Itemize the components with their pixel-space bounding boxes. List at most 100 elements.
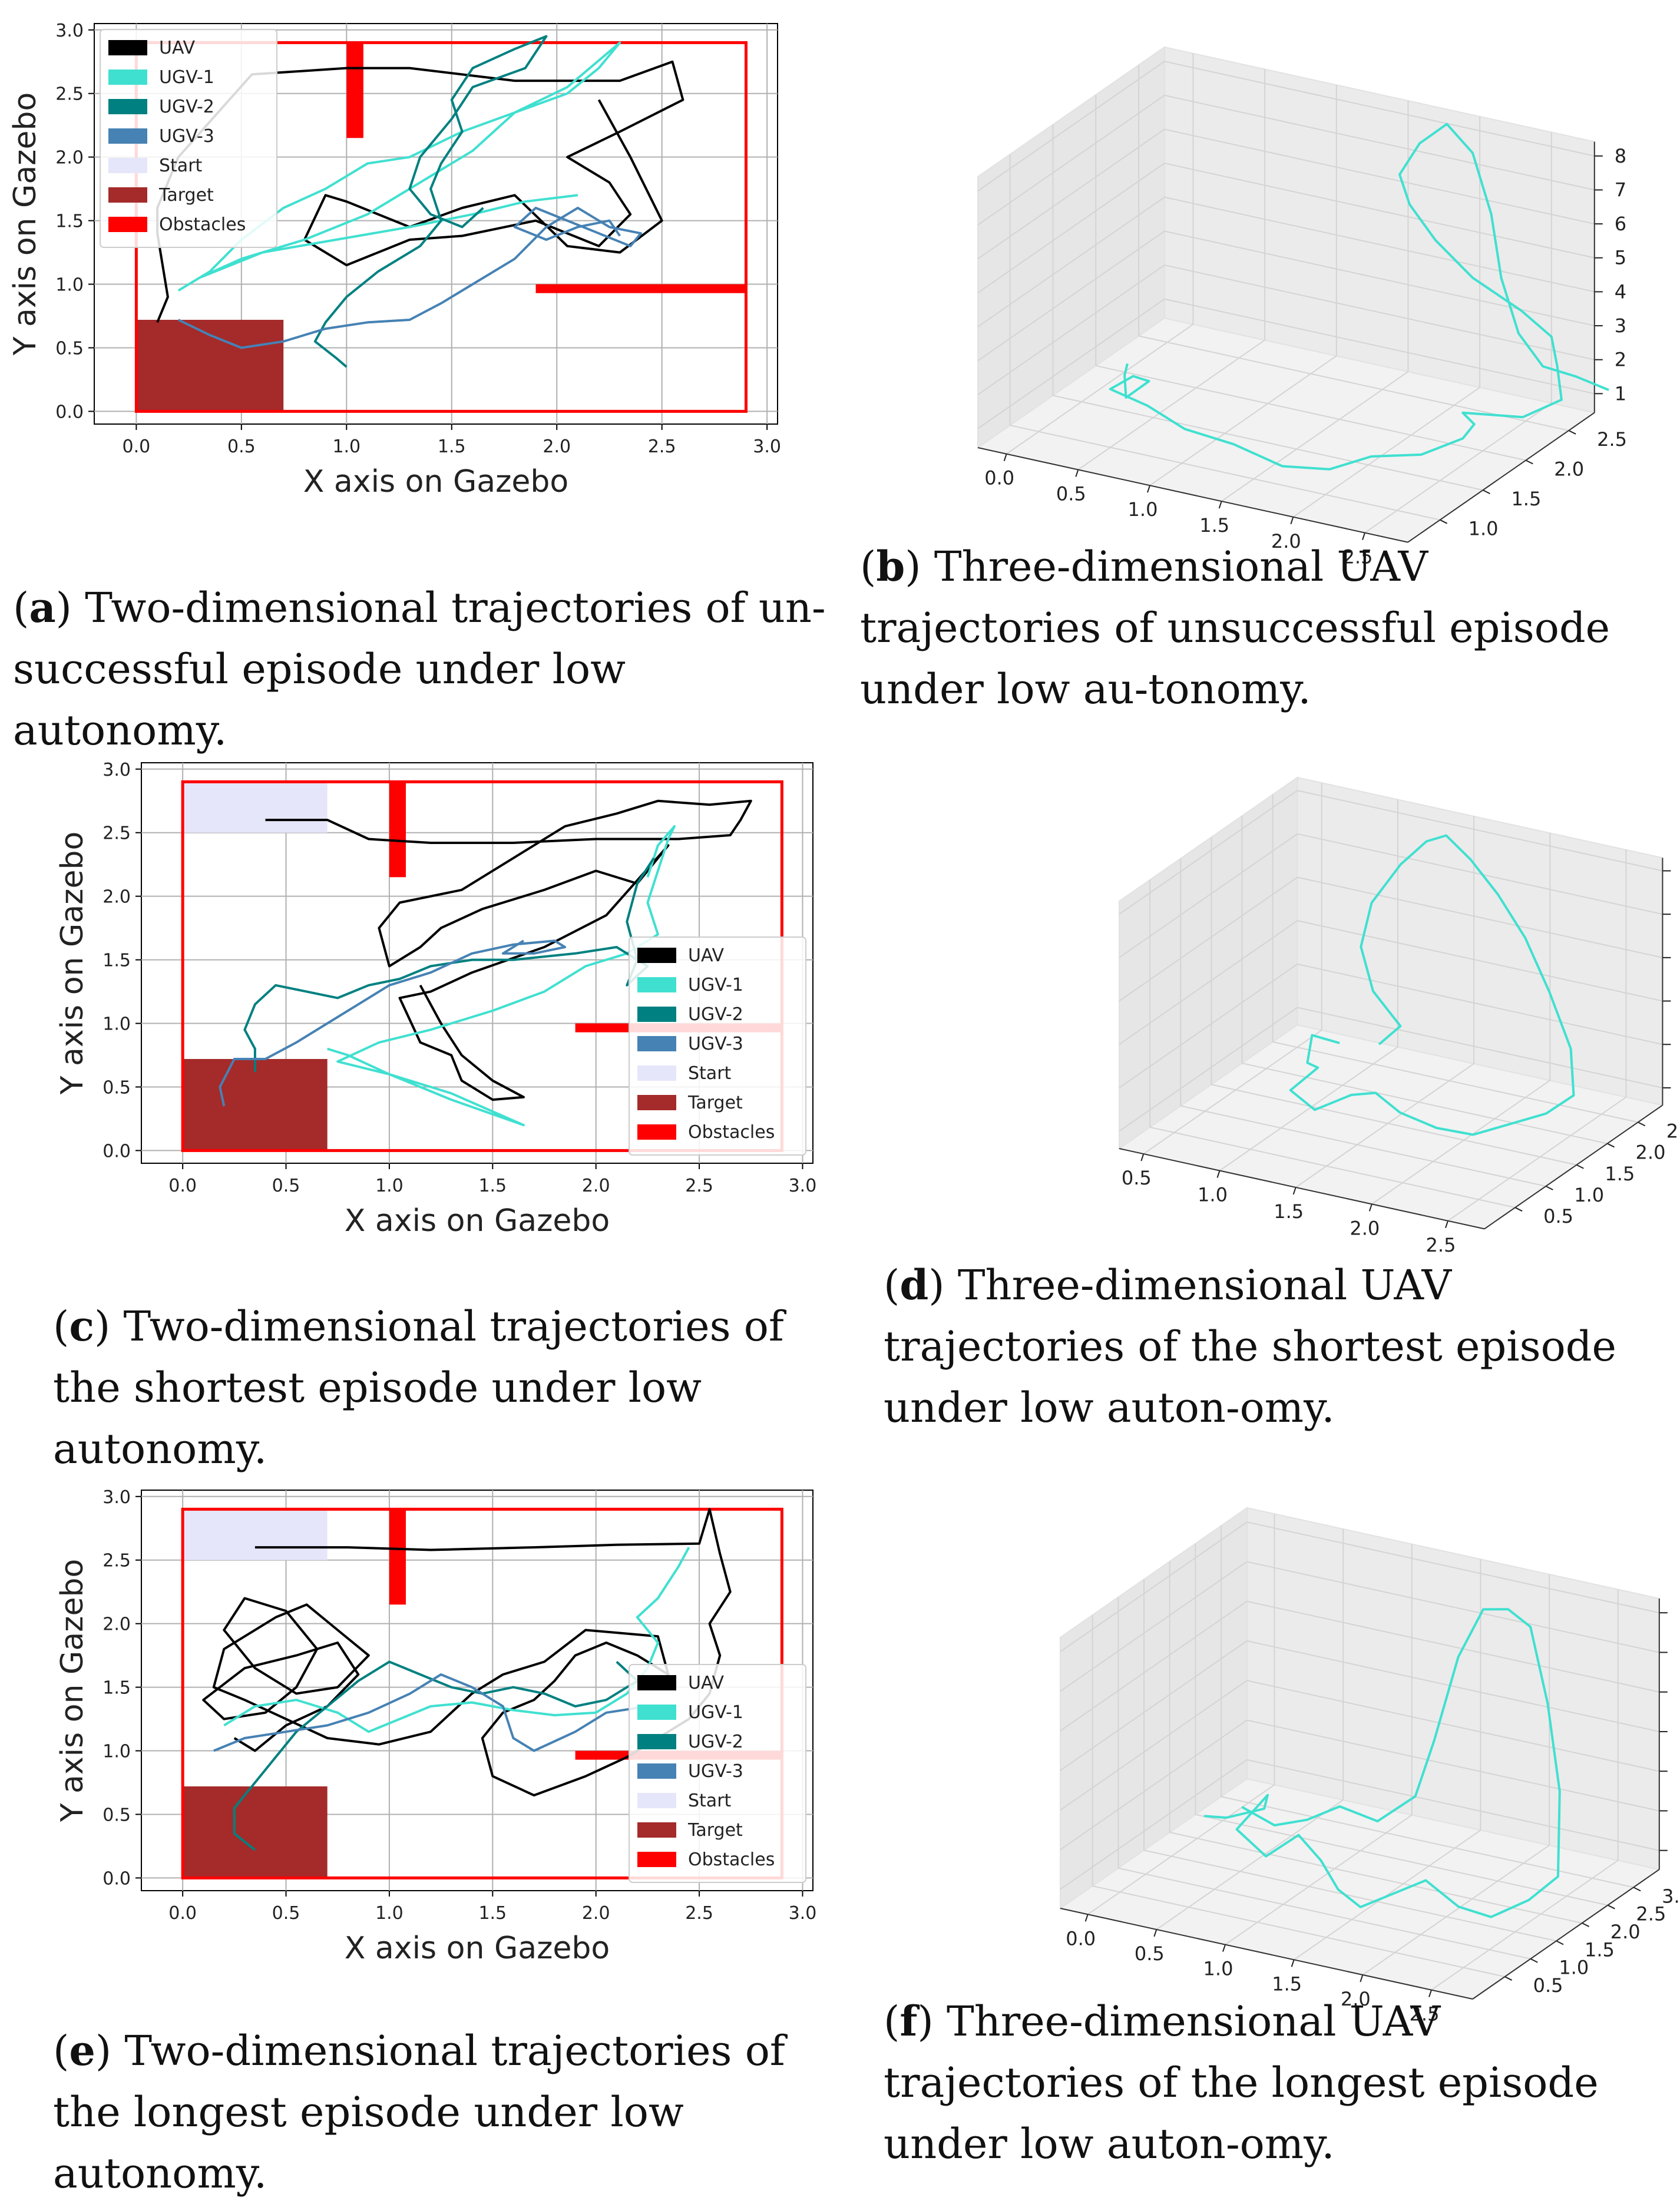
legend-swatch-ugv1-a [108,70,147,85]
z-gridline-side-b [977,61,1165,192]
y-tick-label-c: 3.0 [102,760,131,780]
x-gridline-floor-d [1371,1080,1550,1205]
x-tick-label-a: 1.0 [332,436,361,457]
y-tick-label-c: 0.5 [102,1077,131,1098]
y-tick-f [1556,1940,1564,1945]
chart-f: 0.00.51.01.52.02.50.51.01.52.02.53.01.52… [931,1484,1680,2026]
y-tick-label-e: 2.5 [102,1551,131,1571]
z-gridline-back-f [1246,1561,1660,1653]
x-tick-label-b: 0.5 [1056,482,1086,505]
legend-label-ugv2-c: UGV-2 [688,1004,743,1025]
y-tick-label-b: 2.0 [1554,458,1584,481]
z-gridline-side-d [1119,790,1298,915]
y-gridline-floor-d [1149,1126,1516,1209]
x-tick-b [1218,501,1222,509]
start-region-e [183,1509,328,1560]
x-tick-b [1290,517,1294,525]
x-tick-f [1291,1959,1295,1967]
y-gridline-floor-d [1211,1084,1577,1166]
y-tick-d [1638,1121,1646,1127]
y-tick-label-f: 1.0 [1559,1957,1589,1979]
y-tick-label-b: 2.5 [1597,428,1627,451]
x-tick-label-c: 3.0 [789,1176,817,1196]
y-tick-label-d: 1.5 [1605,1163,1635,1185]
z-gridline-side-b [977,163,1165,293]
x-tick-label-c: 2.5 [685,1176,713,1196]
x-gridline-floor-d [1143,1030,1322,1154]
x-tick-label-f: 0.5 [1135,1942,1165,1965]
y-tick-label-d: 2.5 [1666,1120,1680,1142]
z-gridline-back-b [1164,61,1595,157]
x-tick-label-d: 0.5 [1122,1167,1152,1189]
legend-label-start-e: Start [688,1791,732,1811]
z-gridline-side-b [977,95,1165,226]
y-tick-label-f: 3.0 [1662,1885,1680,1907]
legend-swatch-target-c [637,1095,676,1110]
y-axis-line-b [1407,412,1595,543]
x-tick-label-f: 2.0 [1341,1988,1371,2010]
z-gridline-back-f [1246,1521,1660,1614]
legend-label-ugv2-a: UGV-2 [159,97,214,117]
x-tick-label-a: 3.0 [753,436,781,457]
legend-label-ugv1-a: UGV-1 [159,67,214,88]
caption-b: (b) Three-dimensional UAV trajectories o… [860,542,1610,713]
x-tick-f [1084,1914,1089,1922]
x-axis-label-a: X axis on Gazebo [303,464,568,499]
z-gridline-back-f [1246,1759,1660,1851]
x-gridline-floor-d [1295,1063,1474,1188]
y-tick-label-e: 0.0 [102,1868,131,1889]
series-ugv-2-a [313,35,548,368]
x-tick-d [1445,1220,1448,1229]
legend-label-ugv2-e: UGV-2 [688,1732,743,1752]
legend-swatch-obstacles-a [108,217,147,232]
legend-swatch-uav-c [637,948,676,963]
y-tick-label-a: 0.5 [55,338,84,359]
legend-swatch-ugv1-e [637,1705,676,1720]
chart-b: 0.0 0.5 1.0 1.5 2.0 2.5 1.0 1.5 2.0 2.5 1 2 3 4 5 6 7 8 [848,18,1673,568]
caption-f-tag: f [899,1997,918,2046]
legend-label-start-c: Start [688,1063,732,1084]
y-gridline-floor-f [1143,1849,1557,1942]
y-gridline-floor-b [1010,425,1440,521]
x-tick-label-d: 2.0 [1350,1217,1380,1239]
uav-trajectory-3d-d [1289,834,1575,1136]
y-gridline-floor-d [1180,1105,1546,1187]
z-tick-label-b: 7 [1615,178,1626,201]
y-tick-label-a: 0.0 [55,402,84,422]
z-gridline-back-b [1164,298,1595,395]
legend-label-obstacles-e: Obstacles [688,1849,775,1870]
z-gridline-side-b [977,196,1165,327]
z-tick-label-b: 3 [1615,315,1626,337]
caption-d: (d) Three-dimensional UAV trajectories o… [884,1260,1616,1432]
y-tick-label-a: 2.0 [55,148,84,168]
series-ugv-1-e [223,1547,690,1733]
x-tick-label-a: 2.0 [543,436,571,457]
z-gridline-back-b [1164,128,1595,225]
y-tick-label-a: 2.5 [55,84,84,105]
x-tick-label-a: 0.0 [123,436,151,457]
legend-swatch-ugv1-c [637,977,676,992]
target-region-a [136,319,284,412]
x-tick-label-f: 0.0 [1066,1927,1096,1950]
z-gridline-side-b [977,264,1165,395]
x-tick-f [1428,1990,1432,1997]
x-tick-b [1362,532,1365,540]
z-gridline-side-d [1119,833,1298,958]
y-tick-label-a: 1.5 [55,211,84,232]
y-tick-label-f: 0.5 [1533,1974,1563,1997]
caption-b-tag: b [876,542,905,591]
z-gridline-side-d [1119,1007,1298,1132]
chart-c-svg: 0.0 0.5 1.0 1.5 2.0 2.5 3.0 0.0 0.5 1.0 1.5 2.0 2.5 3… [55,760,817,1239]
x-tick-label-c: 0.0 [168,1176,197,1196]
z-gridline-side-f [1060,1561,1248,1692]
caption-e-text: ) Two-dimensional trajectories of the lo… [53,2027,785,2198]
x-axis-line-f [1060,1908,1473,2000]
z-tick-label-b: 6 [1615,213,1626,235]
caption-c: (c) Two-dimensional trajectories of the … [53,1302,784,1473]
x-gridline-floor-d [1219,1046,1398,1172]
x-tick-label-d: 1.5 [1274,1200,1304,1223]
z-tick-label-f: 2.5 [1679,1760,1680,1782]
y-tick-label-e: 2.0 [102,1614,131,1635]
legend-label-uav-c: UAV [688,945,725,966]
y-gridline-floor-b [1096,365,1526,461]
